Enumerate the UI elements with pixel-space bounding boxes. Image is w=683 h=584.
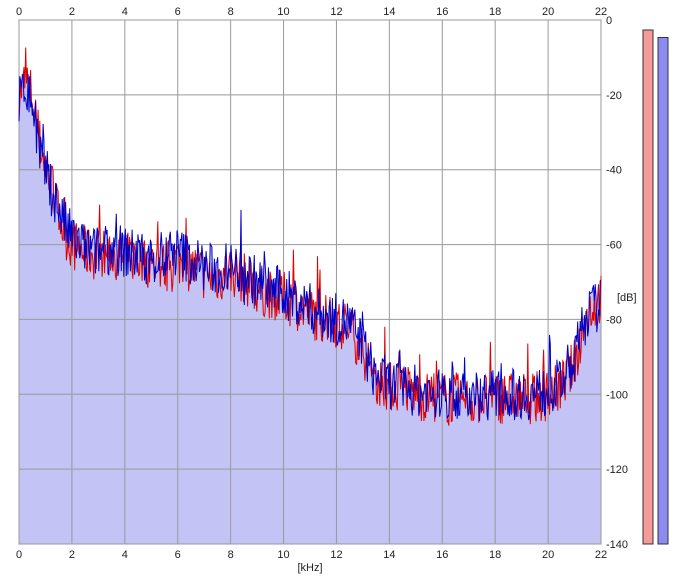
x-tick-label: 12 xyxy=(330,6,342,18)
x-axis-top-ticks: 0 2 4 6 8 10 12 14 16 18 20 22 xyxy=(16,6,607,18)
y-tick-label: -100 xyxy=(606,389,628,401)
y-tick-label: 0 xyxy=(606,15,612,27)
x-axis-bottom-ticks: 0 2 4 6 8 10 12 14 16 18 20 22 xyxy=(16,549,607,561)
x-tick-label: 6 xyxy=(175,549,181,561)
x-axis-label: [kHz] xyxy=(297,562,322,574)
y-tick-label: -140 xyxy=(606,539,628,551)
x-tick-label: 16 xyxy=(436,549,448,561)
x-tick-label: 16 xyxy=(436,6,448,18)
y-tick-label: -20 xyxy=(606,90,622,102)
x-tick-label: 10 xyxy=(277,549,289,561)
x-tick-label: 14 xyxy=(383,6,395,18)
y-tick-label: -80 xyxy=(606,314,622,326)
x-tick-label: 22 xyxy=(595,549,607,561)
x-tick-label: 10 xyxy=(277,6,289,18)
series-blue-line xyxy=(18,74,602,422)
y-tick-label: -60 xyxy=(606,240,622,252)
x-tick-label: 8 xyxy=(228,6,234,18)
x-tick-label: 2 xyxy=(69,6,75,18)
x-tick-label: 0 xyxy=(16,549,22,561)
y-tick-label: -120 xyxy=(606,464,628,476)
x-tick-label: 6 xyxy=(175,6,181,18)
grid-lines xyxy=(18,19,602,545)
x-tick-label: 20 xyxy=(542,6,554,18)
y-tick-label: -40 xyxy=(606,165,622,177)
x-tick-label: 12 xyxy=(330,549,342,561)
x-tick-label: 0 xyxy=(16,6,22,18)
x-tick-label: 20 xyxy=(542,549,554,561)
x-tick-label: 4 xyxy=(122,549,128,561)
x-tick-label: 8 xyxy=(228,549,234,561)
y-axis-ticks: 0 -20 -40 -60 -80 -100 -120 -140 xyxy=(606,15,628,551)
level-meters xyxy=(642,29,669,545)
x-tick-label: 18 xyxy=(489,549,501,561)
x-tick-label: 4 xyxy=(122,6,128,18)
x-tick-label: 14 xyxy=(383,549,395,561)
y-axis-label: [dB] xyxy=(617,292,637,304)
x-tick-label: 18 xyxy=(489,6,501,18)
level-meter-bar xyxy=(657,36,669,545)
x-tick-label: 2 xyxy=(69,549,75,561)
x-tick-label: 22 xyxy=(595,6,607,18)
level-meter-bar xyxy=(642,29,654,545)
